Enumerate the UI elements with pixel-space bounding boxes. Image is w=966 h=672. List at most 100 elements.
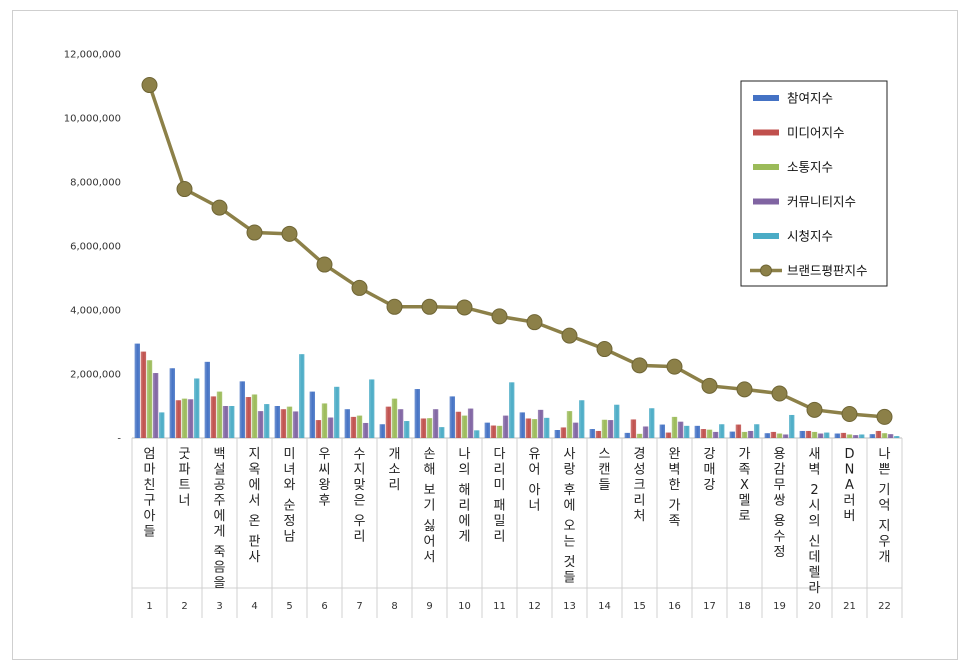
line-point xyxy=(631,357,648,374)
bar xyxy=(321,403,328,438)
bar xyxy=(385,406,392,438)
bar xyxy=(694,425,700,438)
bar xyxy=(251,394,258,438)
bar xyxy=(824,432,830,438)
bar xyxy=(210,396,217,438)
bar xyxy=(169,368,175,438)
line-point xyxy=(141,77,158,94)
rank-label: 18 xyxy=(738,601,751,612)
rank-label: 21 xyxy=(843,601,856,612)
bar xyxy=(595,430,602,438)
legend-swatch xyxy=(753,95,779,101)
bar xyxy=(350,416,357,438)
bar xyxy=(700,429,707,438)
bar xyxy=(490,425,497,438)
bar xyxy=(531,419,538,438)
rank-label: 10 xyxy=(458,601,471,612)
bar xyxy=(572,422,579,438)
bar xyxy=(222,406,229,438)
bar xyxy=(362,422,369,438)
line-point xyxy=(736,381,753,398)
bar xyxy=(719,424,725,438)
rank-label: 22 xyxy=(878,601,891,612)
bar xyxy=(274,406,280,438)
bar xyxy=(525,418,532,438)
rank-label: 16 xyxy=(668,601,681,612)
bar xyxy=(426,418,433,438)
bar xyxy=(257,411,264,438)
bar xyxy=(754,424,760,438)
bar xyxy=(560,427,567,438)
bar xyxy=(299,354,305,438)
bar xyxy=(467,408,474,438)
rank-label: 11 xyxy=(493,601,506,612)
bar xyxy=(369,379,375,438)
rank-label: 1 xyxy=(146,601,152,612)
bar xyxy=(869,434,875,438)
rank-label: 15 xyxy=(633,601,646,612)
y-tick-label: 8,000,000 xyxy=(70,178,121,189)
line-point xyxy=(316,256,333,273)
line-point xyxy=(456,299,473,316)
line-point xyxy=(281,225,298,242)
line-point xyxy=(491,308,508,325)
rank-label: 7 xyxy=(356,601,362,612)
bar xyxy=(589,429,595,438)
bar xyxy=(496,425,503,438)
bar xyxy=(747,430,754,438)
bar xyxy=(420,418,427,438)
bar xyxy=(741,431,748,438)
bar xyxy=(770,431,777,438)
bar xyxy=(334,386,340,438)
bar xyxy=(684,425,690,438)
legend-label: 시청지수 xyxy=(787,229,833,244)
bar xyxy=(789,414,795,438)
bar xyxy=(782,434,789,438)
bar xyxy=(432,409,439,438)
y-tick-label: 12,000,000 xyxy=(64,50,121,61)
rank-label: 14 xyxy=(598,601,611,612)
bar xyxy=(309,391,315,438)
bar xyxy=(181,398,188,438)
bar xyxy=(152,373,159,438)
bar xyxy=(537,409,544,438)
legend-swatch xyxy=(753,129,779,136)
y-tick-label: 4,000,000 xyxy=(70,306,121,317)
bar xyxy=(630,419,637,438)
bar xyxy=(764,433,770,438)
legend-label: 브랜드평판지수 xyxy=(787,263,868,278)
bar xyxy=(140,351,147,438)
bar xyxy=(729,431,735,438)
bar xyxy=(554,430,560,438)
bar xyxy=(327,417,334,438)
bar xyxy=(712,431,719,438)
line-point xyxy=(561,327,578,344)
bar xyxy=(474,430,480,438)
bar xyxy=(817,433,824,438)
bar xyxy=(624,432,630,438)
bar xyxy=(665,432,672,438)
bar xyxy=(204,361,210,438)
line-point xyxy=(596,341,613,358)
bar xyxy=(229,406,235,438)
bar xyxy=(735,424,742,438)
rank-label: 8 xyxy=(391,601,397,612)
y-tick-label: 2,000,000 xyxy=(70,370,121,381)
bar xyxy=(649,408,655,438)
bar xyxy=(799,430,805,438)
line-brand-reputation xyxy=(147,84,885,419)
bar xyxy=(846,434,853,438)
